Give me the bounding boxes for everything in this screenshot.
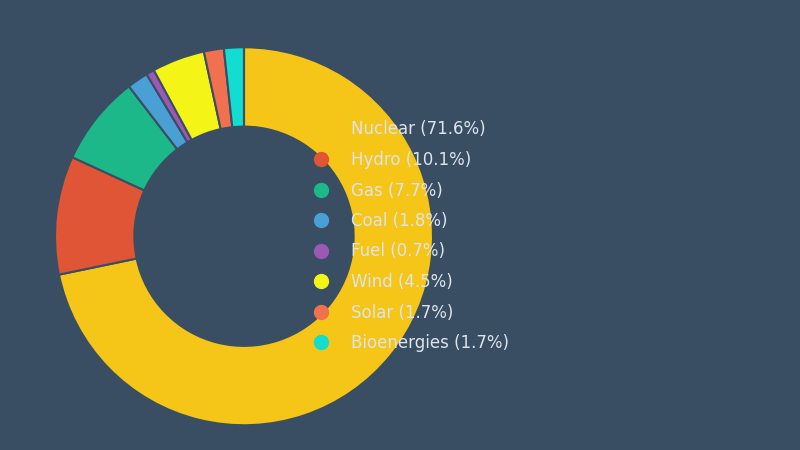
Legend: Nuclear (71.6%), Hydro (10.1%), Gas (7.7%), Coal (1.8%), Fuel (0.7%), Wind (4.5%: Nuclear (71.6%), Hydro (10.1%), Gas (7.7…: [299, 116, 514, 357]
Wedge shape: [72, 86, 178, 190]
Wedge shape: [204, 48, 232, 129]
Wedge shape: [154, 52, 221, 140]
Wedge shape: [129, 74, 187, 149]
Wedge shape: [224, 47, 244, 127]
Wedge shape: [55, 157, 145, 274]
Wedge shape: [146, 70, 192, 142]
Wedge shape: [59, 47, 433, 425]
